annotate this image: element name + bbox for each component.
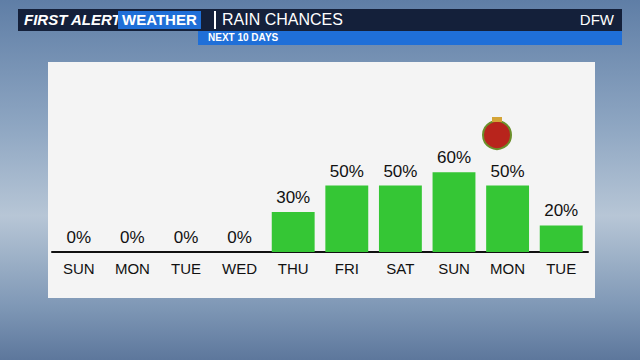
svg-text:MON: MON — [490, 260, 525, 277]
svg-text:SAT: SAT — [386, 260, 414, 277]
svg-text:50%: 50% — [330, 162, 364, 181]
svg-text:WED: WED — [222, 260, 257, 277]
svg-text:TUE: TUE — [171, 260, 201, 277]
svg-text:SUN: SUN — [438, 260, 470, 277]
html-text:NEXT 10 DAYS: NEXT 10 DAYS — [208, 32, 279, 43]
svg-text:50%: 50% — [383, 162, 417, 181]
svg-text:THU: THU — [278, 260, 309, 277]
html-text:FIRST ALERT WEATHER: FIRST ALERT WEATHER — [24, 11, 197, 28]
html-text:DFW: DFW — [579, 11, 614, 28]
svg-text:TUE: TUE — [546, 260, 576, 277]
svg-text:0%: 0% — [67, 228, 92, 247]
html-text:RAIN CHANCES: RAIN CHANCES — [222, 11, 343, 28]
svg-text:SUN: SUN — [63, 260, 95, 277]
svg-text:0%: 0% — [174, 228, 199, 247]
svg-text:30%: 30% — [276, 188, 310, 207]
svg-text:50%: 50% — [491, 162, 525, 181]
svg-text:60%: 60% — [437, 148, 471, 167]
svg-text:20%: 20% — [544, 201, 578, 220]
svg-text:0%: 0% — [120, 228, 145, 247]
svg-text:0%: 0% — [227, 228, 252, 247]
svg-text:FRI: FRI — [335, 260, 359, 277]
svg-text:MON: MON — [115, 260, 150, 277]
